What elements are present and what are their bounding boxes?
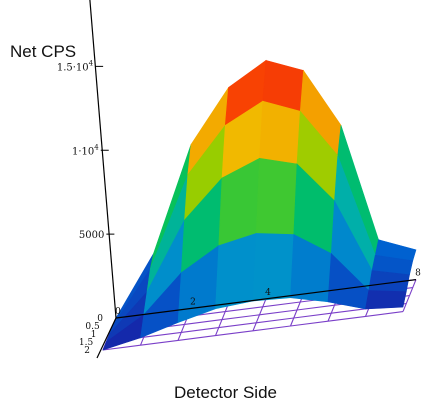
- x-tick-label: 8: [415, 269, 421, 279]
- x-tick-label: 4: [265, 288, 271, 298]
- y-tick-label: 0.5: [85, 322, 100, 332]
- y-tick-label: 1.5: [79, 338, 94, 348]
- x-tick-label: 0: [115, 307, 121, 317]
- surface-cell: [259, 100, 301, 165]
- y-tick-label: 1: [91, 330, 97, 340]
- surface-mesh: [102, 59, 417, 351]
- z-tick-exponent: 4: [89, 59, 94, 67]
- surface-cell: [365, 290, 407, 310]
- surface-cell: [255, 158, 298, 235]
- y-axis: [96, 317, 117, 359]
- z-tick-label: 1.5·104: [57, 59, 94, 73]
- chart-title: Net CPS: [10, 42, 76, 61]
- wire-line-x-3: [214, 303, 230, 336]
- surface-cell: [215, 232, 257, 310]
- surface-cell: [252, 233, 295, 302]
- z-tick-exponent: 4: [94, 143, 99, 151]
- wire-line-x-8: [402, 279, 417, 312]
- x-tick-label: 2: [190, 297, 196, 307]
- y-tick-label: 2: [84, 346, 90, 356]
- x-axis-label: Detector Side: [174, 383, 277, 402]
- z-tick-label: 5000: [79, 230, 104, 241]
- x-axis: [115, 279, 417, 319]
- y-tick-label: 0: [97, 314, 103, 324]
- axes: [89, 0, 417, 359]
- z-tick-label: 1·104: [72, 143, 99, 157]
- wire-line-x-4: [252, 298, 267, 332]
- z-axis: [89, 0, 117, 319]
- wire-line-x-5: [289, 293, 305, 327]
